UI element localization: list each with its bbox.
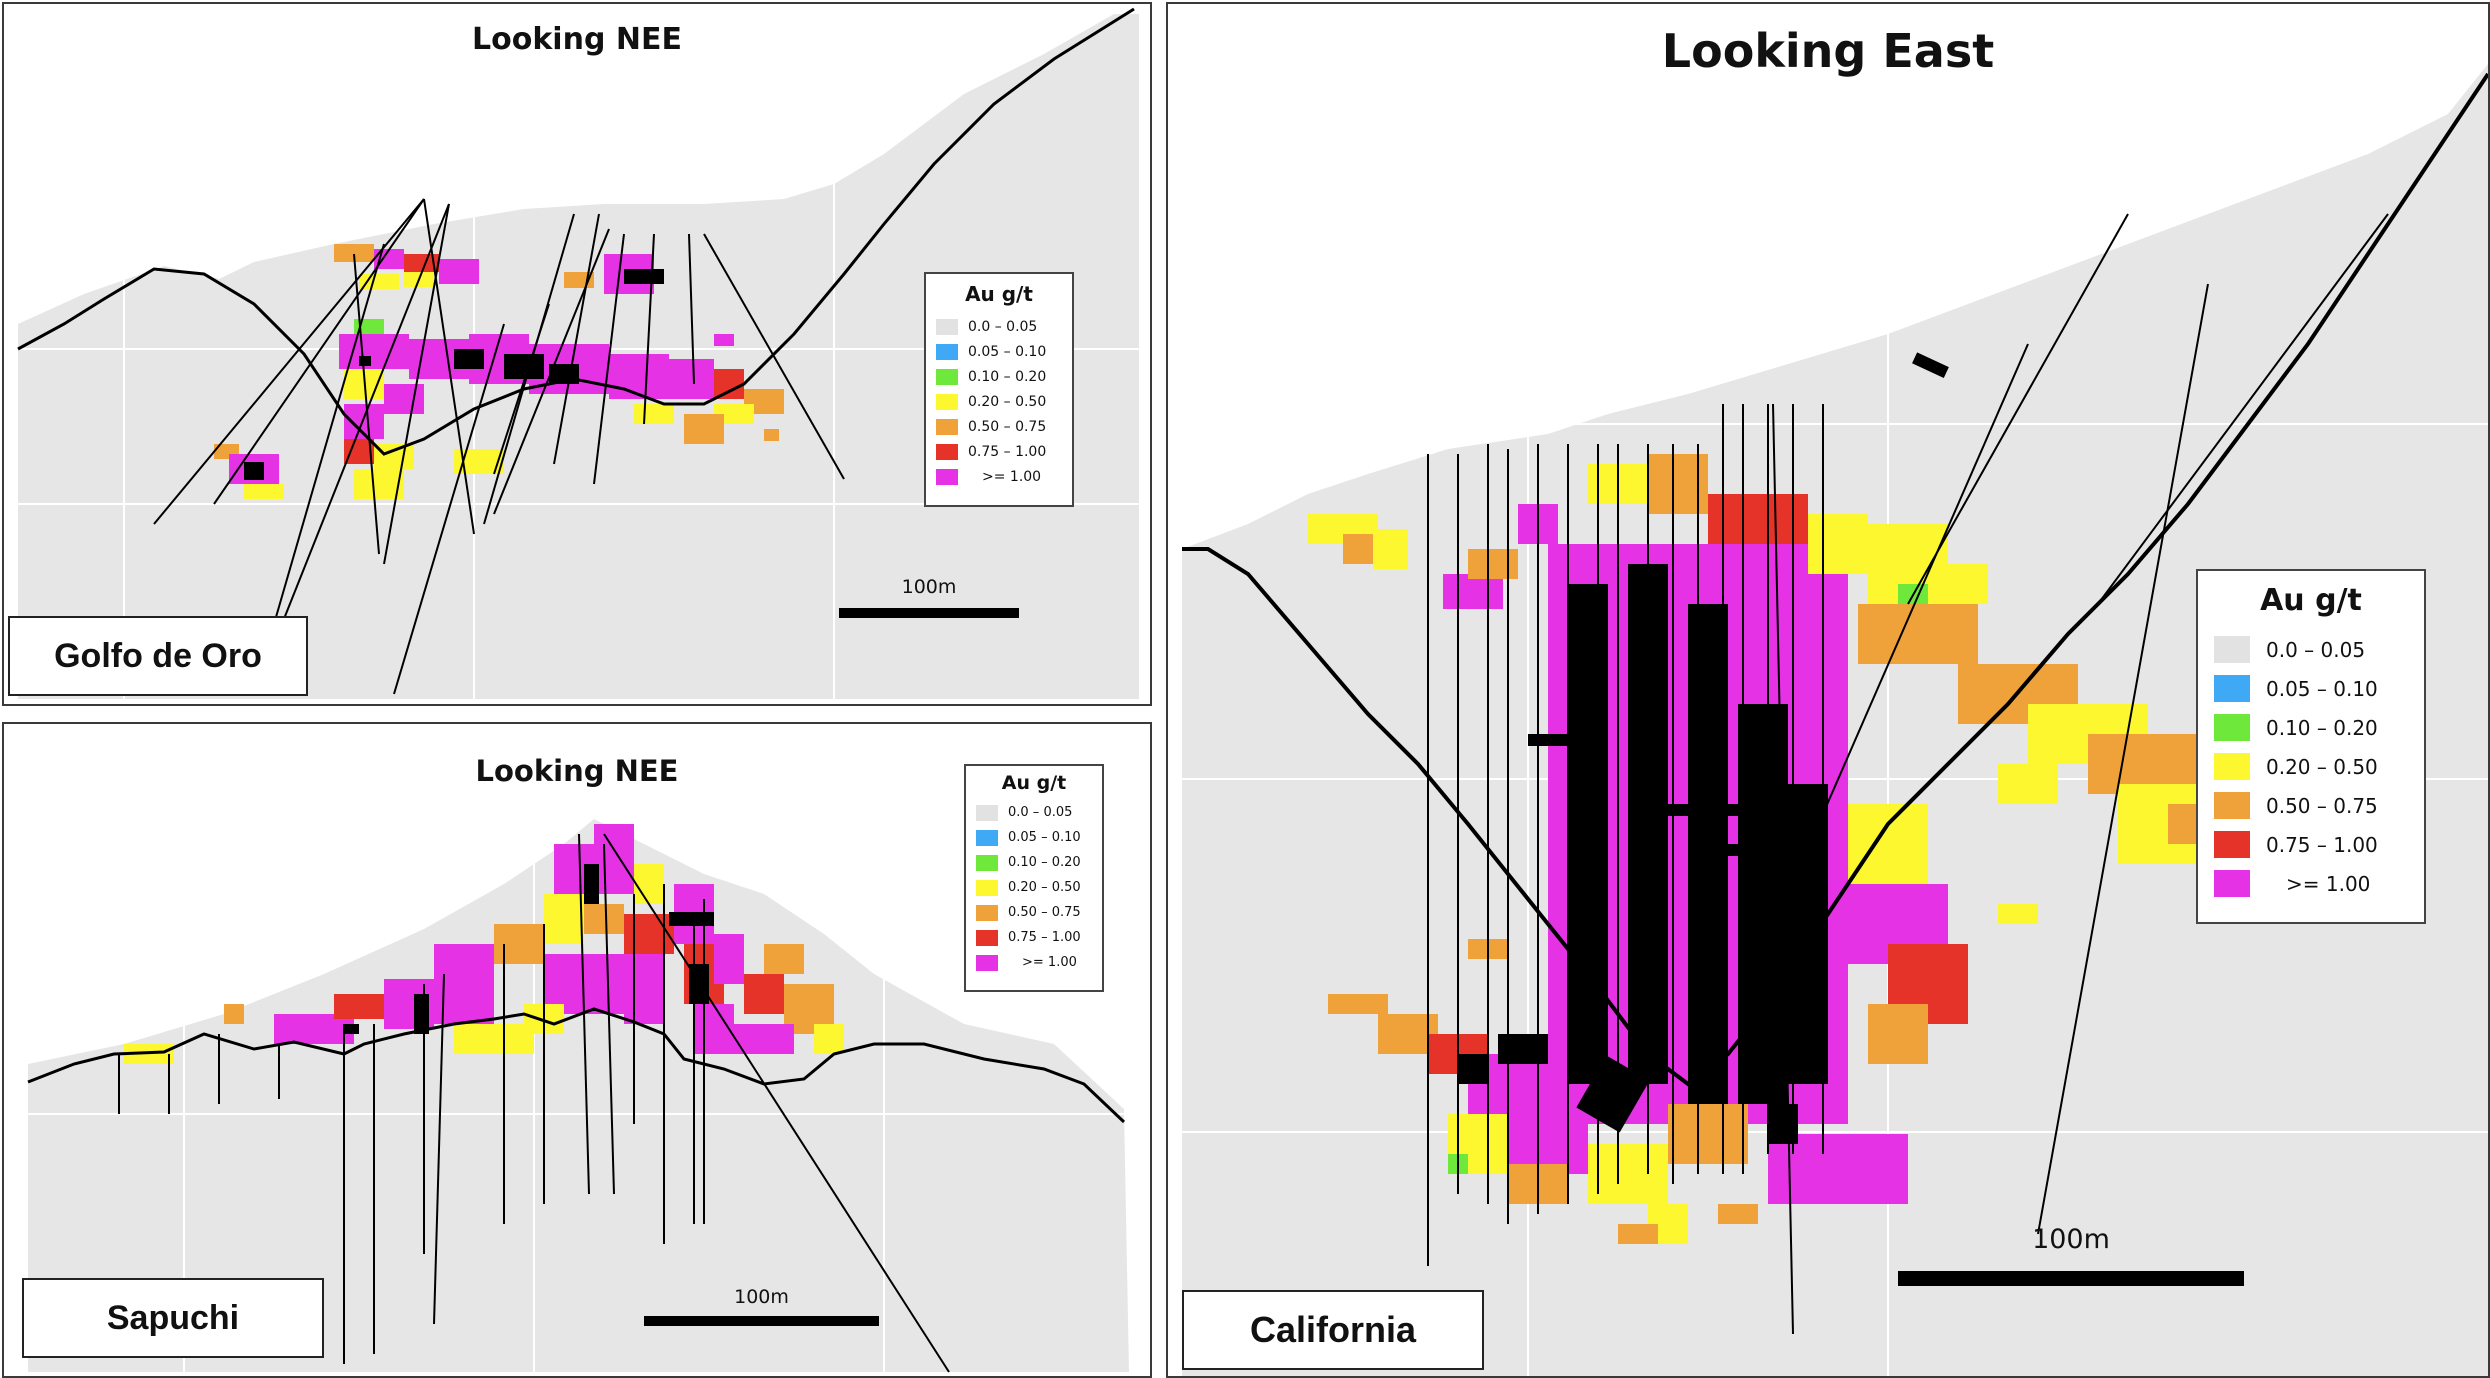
golfo-section-view: [4, 4, 1150, 704]
legend-swatch: [936, 318, 958, 335]
legend-swatch: [2214, 831, 2250, 858]
california-panel: Looking East Au g/t 0.0 – 0.05 0.05 – 0.…: [1166, 2, 2490, 1378]
legend-label: 0.10 – 0.20: [1008, 855, 1081, 870]
legend-item: 0.20 – 0.50: [936, 389, 1062, 414]
legend-label: 0.50 – 0.75: [968, 418, 1047, 435]
legend-label: 0.75 – 1.00: [968, 443, 1047, 460]
sapuchi-scale-bar: 100m: [644, 1286, 879, 1326]
legend-label: 0.05 – 0.10: [1008, 830, 1081, 845]
legend-swatch: [2214, 636, 2250, 663]
legend-item: 0.10 – 0.20: [936, 364, 1062, 389]
sapuchi-title: Looking NEE: [475, 754, 679, 788]
legend-item: 0.50 – 0.75: [2214, 786, 2408, 825]
golfo-title: Looking NEE: [472, 22, 682, 57]
legend-label: 0.50 – 0.75: [1008, 905, 1081, 920]
golfo-de-oro-panel: Looking NEE Au g/t 0.0 – 0.05 0.05 – 0.1…: [2, 2, 1152, 706]
legend-item: 0.10 – 0.20: [976, 850, 1092, 875]
legend-label: 0.20 – 0.50: [2266, 754, 2378, 779]
legend-label: 0.75 – 1.00: [1008, 930, 1081, 945]
legend-swatch: [976, 854, 998, 871]
legend-item: 0.05 – 0.10: [2214, 669, 2408, 708]
legend-title: Au g/t: [1001, 772, 1067, 794]
legend-swatch: [936, 343, 958, 360]
legend-item: >= 1.00: [2214, 864, 2408, 903]
sapuchi-legend: Au g/t 0.0 – 0.05 0.05 – 0.10 0.10 – 0.2…: [964, 764, 1104, 992]
legend-label: 0.0 – 0.05: [968, 318, 1038, 335]
sapuchi-section-view: [4, 724, 1150, 1376]
golfo-legend: Au g/t 0.0 – 0.05 0.05 – 0.10 0.10 – 0.2…: [924, 272, 1074, 507]
legend-swatch: [936, 368, 958, 385]
legend-swatch: [2214, 870, 2250, 897]
legend-swatch: [976, 929, 998, 946]
legend-label: >= 1.00: [2286, 871, 2371, 896]
legend-swatch: [976, 904, 998, 921]
sapuchi-dense-intercepts: [344, 864, 714, 1034]
sapuchi-panel: Looking NEE Au g/t 0.0 – 0.05 0.05 – 0.1…: [2, 722, 1152, 1378]
legend-swatch: [936, 468, 958, 485]
legend-label: >= 1.00: [1022, 955, 1077, 970]
golfo-name-label: Golfo de Oro: [8, 616, 308, 696]
california-scale-bar: 100m: [1898, 1224, 2244, 1286]
legend-item: >= 1.00: [936, 464, 1062, 489]
legend-item: 0.0 – 0.05: [976, 800, 1092, 825]
legend-label: 0.20 – 0.50: [1008, 880, 1081, 895]
legend-item: 0.50 – 0.75: [976, 900, 1092, 925]
scale-label: 100m: [734, 1286, 789, 1308]
legend-swatch: [936, 443, 958, 460]
scale-bar-line: [1898, 1271, 2244, 1286]
legend-label: 0.05 – 0.10: [968, 343, 1047, 360]
scale-bar-line: [839, 608, 1019, 618]
california-section-view: [1168, 4, 2488, 1376]
legend-label: >= 1.00: [982, 468, 1042, 485]
california-legend: Au g/t 0.0 – 0.05 0.05 – 0.10 0.10 – 0.2…: [2196, 569, 2426, 924]
sapuchi-topo-line: [27, 1007, 1126, 1124]
sapuchi-grid: [4, 724, 1150, 1376]
scale-label: 100m: [901, 576, 957, 598]
legend-swatch: [976, 879, 998, 896]
golfo-scale-bar: 100m: [839, 576, 1019, 618]
california-name-label: California: [1182, 1290, 1484, 1370]
golfo-dense-intercepts: [244, 269, 664, 480]
legend-swatch: [976, 829, 998, 846]
legend-item: 0.05 – 0.10: [976, 825, 1092, 850]
legend-label: 0.0 – 0.05: [2266, 637, 2366, 662]
legend-item: 0.05 – 0.10: [936, 339, 1062, 364]
legend-swatch: [976, 954, 998, 971]
legend-item: 0.0 – 0.05: [2214, 630, 2408, 669]
scale-label: 100m: [2032, 1224, 2110, 1255]
legend-item: 0.75 – 1.00: [2214, 825, 2408, 864]
legend-swatch: [936, 393, 958, 410]
legend-item: 0.20 – 0.50: [976, 875, 1092, 900]
legend-label: 0.10 – 0.20: [2266, 715, 2378, 740]
legend-swatch: [936, 418, 958, 435]
legend-swatch: [976, 804, 998, 821]
legend-item: 0.75 – 1.00: [976, 925, 1092, 950]
legend-title: Au g/t: [965, 282, 1033, 306]
california-title: Looking East: [1661, 24, 1995, 78]
legend-title: Au g/t: [2260, 583, 2362, 618]
legend-item: 0.10 – 0.20: [2214, 708, 2408, 747]
legend-label: 0.20 – 0.50: [968, 393, 1047, 410]
legend-swatch: [2214, 675, 2250, 702]
sapuchi-name-label: Sapuchi: [22, 1278, 324, 1358]
california-drill-traces: [1427, 213, 2389, 1335]
legend-item: 0.20 – 0.50: [2214, 747, 2408, 786]
sapuchi-terrain-fill: [28, 819, 1129, 1372]
legend-item: 0.75 – 1.00: [936, 439, 1062, 464]
legend-label: 0.75 – 1.00: [2266, 832, 2378, 857]
legend-item: 0.0 – 0.05: [936, 314, 1062, 339]
legend-label: 0.05 – 0.10: [2266, 676, 2378, 701]
legend-item: 0.50 – 0.75: [936, 414, 1062, 439]
legend-swatch: [2214, 753, 2250, 780]
legend-swatch: [2214, 792, 2250, 819]
legend-label: 0.50 – 0.75: [2266, 793, 2378, 818]
legend-item: >= 1.00: [976, 950, 1092, 975]
legend-label: 0.0 – 0.05: [1008, 805, 1073, 820]
legend-swatch: [2214, 714, 2250, 741]
legend-label: 0.10 – 0.20: [968, 368, 1047, 385]
scale-bar-line: [644, 1316, 879, 1326]
